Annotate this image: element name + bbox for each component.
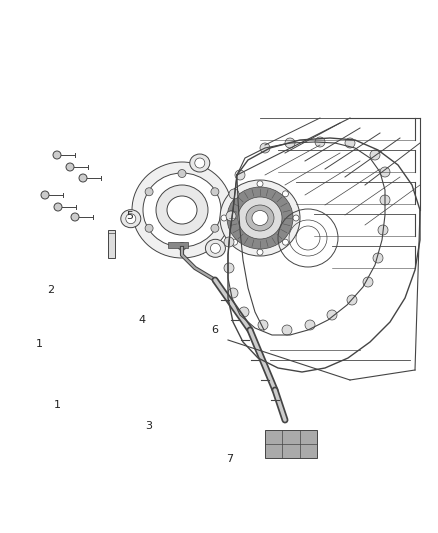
Circle shape [211,224,219,232]
Circle shape [327,310,337,320]
Circle shape [373,253,383,263]
Circle shape [71,213,79,221]
Circle shape [305,320,315,330]
Ellipse shape [246,205,274,231]
Ellipse shape [227,187,293,249]
Circle shape [211,188,219,196]
Circle shape [145,224,153,232]
Ellipse shape [220,180,300,256]
Bar [265,430,317,458]
Circle shape [224,237,234,247]
Circle shape [229,189,239,199]
Circle shape [260,143,270,153]
Ellipse shape [190,154,210,172]
Circle shape [221,215,227,221]
Circle shape [283,239,289,245]
Text: 1: 1 [36,339,43,349]
Text: 7: 7 [226,455,233,464]
Circle shape [345,138,355,148]
Circle shape [232,239,237,245]
Circle shape [66,163,74,171]
Circle shape [315,137,325,147]
Circle shape [283,191,289,197]
Ellipse shape [121,209,141,228]
Circle shape [235,170,245,180]
Text: 6: 6 [211,326,218,335]
Circle shape [370,150,380,160]
Circle shape [145,188,153,196]
Circle shape [257,181,263,187]
Circle shape [195,158,205,168]
Ellipse shape [238,197,282,239]
Text: 2: 2 [47,286,54,295]
Text: 1: 1 [53,400,60,410]
Circle shape [232,191,237,197]
Circle shape [54,203,62,211]
Circle shape [41,191,49,199]
Ellipse shape [132,162,232,258]
Circle shape [378,225,388,235]
Circle shape [53,151,61,159]
Circle shape [224,263,234,273]
Circle shape [282,325,292,335]
Circle shape [347,295,357,305]
Circle shape [380,167,390,177]
Bar [108,230,115,258]
Bar [168,242,188,248]
Circle shape [380,195,390,205]
Circle shape [126,214,136,224]
Text: 3: 3 [145,422,152,431]
Ellipse shape [143,173,221,247]
Circle shape [178,169,186,177]
Ellipse shape [252,211,268,225]
Ellipse shape [205,239,226,257]
Circle shape [239,307,249,317]
Text: 4: 4 [139,315,146,325]
Circle shape [228,288,238,298]
Circle shape [226,211,236,221]
Circle shape [79,174,87,182]
Circle shape [257,249,263,255]
Ellipse shape [156,185,208,235]
Ellipse shape [167,196,197,224]
Circle shape [210,243,220,253]
Circle shape [285,138,295,148]
Circle shape [363,277,373,287]
Circle shape [178,243,186,251]
Circle shape [293,215,299,221]
Text: 5: 5 [126,211,133,221]
Circle shape [258,320,268,330]
